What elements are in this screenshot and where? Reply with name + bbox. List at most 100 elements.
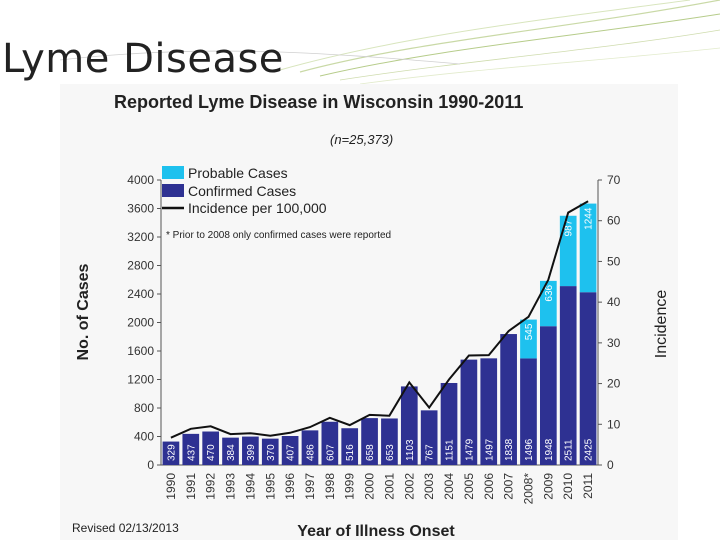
bar-label-confirmed: 470 xyxy=(206,444,217,461)
y-tick-label: 4000 xyxy=(127,173,154,187)
bar-confirmed xyxy=(202,431,220,465)
bar-label-probable: 545 xyxy=(524,323,535,340)
chart-footnote: * Prior to 2008 only confirmed cases wer… xyxy=(166,230,391,241)
bar-confirmed xyxy=(420,410,438,465)
bar-label-probable: 1244 xyxy=(584,207,595,230)
x-tick-label: 2010 xyxy=(561,473,575,500)
incidence-line xyxy=(170,200,589,439)
y-tick-label: 2400 xyxy=(127,287,154,301)
plot-area: 0 400 800 1200 1600 2000 2400 2800 3200 3600 4000 0… xyxy=(127,173,620,504)
bar-confirmed xyxy=(440,382,458,465)
legend-label-confirmed: Confirmed Cases xyxy=(188,183,296,199)
bar-label-confirmed: 370 xyxy=(266,444,277,461)
bar-confirmed xyxy=(321,421,339,465)
y-tick-label: 1600 xyxy=(127,344,154,358)
y-tick-label: 3600 xyxy=(127,202,154,216)
x-tick-label: 2003 xyxy=(422,473,436,500)
y2-tick-label: 50 xyxy=(607,254,621,268)
bar-confirmed xyxy=(162,441,180,465)
x-tick-label: 1997 xyxy=(303,473,317,500)
bar-probable xyxy=(539,280,557,327)
y-axis-label: No. of Cases xyxy=(75,263,92,360)
bar-confirmed xyxy=(222,437,239,465)
y2-axis-label: Incidence xyxy=(653,290,670,359)
bar-probable xyxy=(559,215,577,287)
x-tick-label: 2007 xyxy=(502,473,516,500)
legend-label-probable: Probable Cases xyxy=(188,165,288,181)
bar-label-confirmed: 2425 xyxy=(584,438,595,461)
x-tick-label: 2002 xyxy=(402,473,416,500)
revised-date: Revised 02/13/2013 xyxy=(72,521,179,535)
bar-label-confirmed: 1496 xyxy=(524,438,535,461)
slide-title: Lyme Disease xyxy=(2,36,284,82)
bar-label-confirmed: 653 xyxy=(385,444,396,461)
bar-confirmed xyxy=(460,359,478,465)
bar-label-confirmed: 1948 xyxy=(544,438,555,461)
x-tick-label: 1990 xyxy=(164,473,178,500)
x-tick-label: 1992 xyxy=(204,473,218,500)
y2-tick-label: 60 xyxy=(607,214,621,228)
x-tick-label: 1994 xyxy=(243,473,257,500)
y-tick-label: 2800 xyxy=(127,259,154,273)
bar-label-probable: 987 xyxy=(564,219,575,236)
x-tick-label: 2000 xyxy=(363,473,377,500)
bar-label-confirmed: 658 xyxy=(365,444,376,461)
y-tick-label: 400 xyxy=(134,430,154,444)
y2-tick-label: 10 xyxy=(607,417,621,431)
legend-swatch-probable xyxy=(162,166,184,179)
bar-label-confirmed: 399 xyxy=(246,444,257,461)
bar-confirmed xyxy=(281,436,299,465)
bar-confirmed xyxy=(539,326,557,465)
bar-label-confirmed: 329 xyxy=(166,444,177,461)
x-tick-label: 1999 xyxy=(343,473,357,500)
bar-label-confirmed: 1497 xyxy=(484,438,495,461)
x-tick-label: 1991 xyxy=(184,473,198,500)
y2-tick-label: 0 xyxy=(607,458,614,472)
x-tick-label: 2004 xyxy=(442,473,456,500)
x-tick-label: 1998 xyxy=(323,473,337,500)
bar-confirmed xyxy=(341,428,359,465)
y-tick-label: 1200 xyxy=(127,373,154,387)
x-tick-label: 1996 xyxy=(283,473,297,500)
bar-label-confirmed: 437 xyxy=(186,444,197,461)
bar-confirmed xyxy=(579,292,597,465)
bar-label-confirmed: 607 xyxy=(325,444,336,461)
x-tick-label: 1995 xyxy=(263,473,277,500)
bar-confirmed xyxy=(301,430,319,465)
bar-confirmed xyxy=(500,334,517,465)
y-tick-label: 2000 xyxy=(127,316,154,330)
legend-swatch-confirmed xyxy=(162,184,184,197)
bar-probable xyxy=(520,319,537,359)
bar-confirmed xyxy=(520,358,537,465)
y-tick-label: 800 xyxy=(134,401,154,415)
y-tick-label: 0 xyxy=(147,458,154,472)
bar-label-confirmed: 516 xyxy=(345,444,356,461)
bar-label-confirmed: 1151 xyxy=(445,439,456,461)
chart-title: Reported Lyme Disease in Wisconsin 1990-… xyxy=(114,92,523,112)
y2-tick-label: 40 xyxy=(607,295,621,309)
y-tick-label: 3200 xyxy=(127,230,154,244)
chart-subtitle: (n=25,373) xyxy=(330,132,393,147)
x-tick-label: 2008* xyxy=(521,473,535,505)
bar-confirmed xyxy=(361,418,378,465)
x-tick-label: 2005 xyxy=(462,473,476,500)
bar-confirmed xyxy=(381,418,398,465)
bar-confirmed xyxy=(261,438,279,465)
title-swoosh-decoration xyxy=(59,0,720,84)
bar-label-confirmed: 1103 xyxy=(405,439,416,461)
bar-label-confirmed: 1838 xyxy=(504,438,515,461)
bar-confirmed xyxy=(400,386,418,465)
x-tick-label: 2006 xyxy=(482,473,496,500)
y2-tick-label: 30 xyxy=(607,336,621,350)
bar-confirmed xyxy=(182,433,200,465)
x-tick-label: 2011 xyxy=(581,473,595,499)
x-tick-label: 1993 xyxy=(224,473,238,500)
bar-label-confirmed: 767 xyxy=(425,444,436,461)
bar-label-confirmed: 407 xyxy=(286,444,297,461)
chart-panel: Reported Lyme Disease in Wisconsin 1990-… xyxy=(60,84,678,540)
x-tick-label: 2001 xyxy=(382,473,396,500)
x-tick-label: 2009 xyxy=(541,473,555,500)
bar-label-probable: 636 xyxy=(544,284,555,301)
bar-label-confirmed: 1479 xyxy=(464,438,475,461)
x-axis-label: Year of Illness Onset xyxy=(297,523,455,540)
